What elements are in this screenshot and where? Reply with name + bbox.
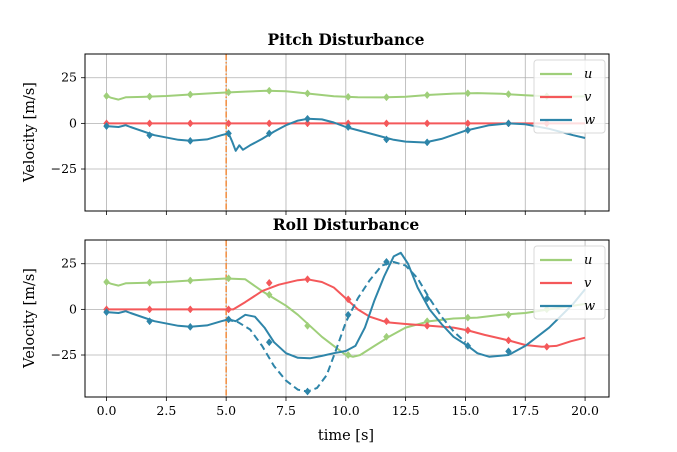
- series-marker-w: [186, 322, 194, 331]
- pitch-title: Pitch Disturbance: [268, 30, 425, 49]
- x-tick-label: 0.0: [97, 403, 117, 418]
- series-marker-w: [383, 135, 390, 144]
- pitch-legend: uvw: [533, 59, 606, 134]
- roll-legend: uvw: [533, 245, 606, 320]
- roll-axes-frame: [84, 239, 610, 398]
- legend-label-w: w: [584, 299, 595, 314]
- series-line-w: [106, 251, 586, 360]
- series-marker-v: [423, 119, 431, 128]
- x-tick-label: 10.0: [332, 403, 360, 418]
- series-marker-w: [344, 123, 352, 132]
- series-marker-v: [344, 295, 352, 304]
- series-marker-v: [383, 317, 390, 326]
- series-marker-u: [225, 274, 232, 283]
- y-tick-label: −25: [51, 161, 77, 176]
- series-marker-v: [423, 321, 431, 330]
- series-marker-u: [225, 88, 232, 97]
- series-marker-v: [265, 119, 273, 128]
- series-marker-w: [103, 122, 110, 131]
- roll-ticks: 0.0 2.5 5.0 7.5 10.0 12.5 15.0 17.5 20.0 25 0 −25: [51, 256, 599, 418]
- series-marker-u: [505, 90, 512, 99]
- series-marker-u: [304, 89, 311, 98]
- series-marker-u: [423, 91, 431, 100]
- y-tick-label: 0: [69, 115, 77, 130]
- series-marker-u: [344, 92, 352, 101]
- series-marker-u: [464, 89, 472, 98]
- series-marker-v: [464, 326, 472, 335]
- roll-series: [103, 240, 586, 397]
- series-marker-w: [186, 136, 194, 145]
- series-marker-w: [505, 347, 512, 356]
- series-marker-v: [186, 305, 194, 314]
- roll-ylabel: Velocity [m/s]: [22, 268, 38, 369]
- roll-panel: Roll Disturbance 0.0 2.5 5.0 7.5 10.0 12.5 15.…: [22, 215, 610, 444]
- series-marker-w: [265, 338, 273, 347]
- series-marker-u: [186, 90, 194, 99]
- series-marker-v: [265, 278, 273, 287]
- legend-label-u: u: [584, 67, 592, 82]
- series-marker-u: [265, 86, 273, 95]
- series-line-w: [106, 117, 586, 152]
- pitch-grid: [85, 54, 609, 211]
- series-marker-w: [464, 126, 472, 135]
- x-tick-label: 15.0: [452, 403, 480, 418]
- x-tick-label: 17.5: [511, 403, 539, 418]
- series-line-w-dashed: [225, 260, 467, 393]
- series-marker-u: [383, 332, 390, 341]
- y-tick-label: 25: [61, 256, 77, 271]
- series-marker-v: [225, 305, 232, 314]
- series-marker-w: [146, 317, 153, 326]
- x-tick-label: 7.5: [276, 403, 296, 418]
- series-marker-u: [383, 93, 390, 102]
- x-tick-label: 2.5: [156, 403, 176, 418]
- pitch-series: [103, 54, 586, 211]
- series-marker-w: [225, 129, 232, 138]
- series-marker-w: [423, 138, 431, 147]
- series-marker-v: [186, 119, 194, 128]
- x-tick-label: 12.5: [392, 403, 420, 418]
- series-marker-u: [505, 310, 512, 319]
- series-marker-w: [146, 131, 153, 140]
- series-marker-v: [304, 275, 311, 284]
- series-marker-w: [265, 129, 273, 138]
- series-marker-u: [103, 91, 110, 100]
- series-marker-u: [186, 276, 194, 285]
- y-tick-label: −25: [51, 347, 77, 362]
- roll-title: Roll Disturbance: [273, 215, 420, 234]
- series-marker-v: [383, 119, 390, 128]
- series-marker-w: [304, 114, 311, 123]
- series-marker-v: [543, 342, 551, 351]
- series-marker-w: [505, 119, 512, 128]
- legend-label-v: v: [584, 90, 592, 105]
- pitch-ticks: 25 0 −25: [51, 70, 586, 215]
- legend-label-w: w: [584, 113, 595, 128]
- series-marker-u: [265, 290, 273, 299]
- series-marker-u: [103, 277, 110, 286]
- series-marker-u: [464, 313, 472, 322]
- series-marker-u: [146, 92, 153, 101]
- series-marker-v: [505, 336, 512, 345]
- series-marker-u: [146, 278, 153, 287]
- series-marker-v: [304, 119, 311, 128]
- roll-xlabel: time [s]: [318, 428, 374, 444]
- series-marker-w: [423, 294, 431, 303]
- series-marker-w: [464, 341, 472, 350]
- pitch-axes-frame: [84, 53, 610, 212]
- series-marker-v: [146, 305, 153, 314]
- series-marker-v: [225, 119, 232, 128]
- pitch-ylabel: Velocity [m/s]: [22, 82, 38, 183]
- legend-label-v: v: [584, 276, 592, 291]
- x-tick-label: 5.0: [216, 403, 236, 418]
- pitch-panel: Pitch Disturbance 250−25 Velocity [m/s] …: [22, 30, 610, 215]
- legend-label-u: u: [584, 253, 592, 268]
- y-tick-label: 25: [61, 70, 77, 85]
- series-marker-u: [344, 351, 352, 360]
- series-marker-u: [304, 321, 311, 330]
- series-marker-v: [146, 119, 153, 128]
- series-marker-w: [103, 308, 110, 317]
- x-tick-label: 20.0: [571, 403, 599, 418]
- y-tick-label: 0: [69, 301, 77, 316]
- series-line-u: [106, 277, 586, 358]
